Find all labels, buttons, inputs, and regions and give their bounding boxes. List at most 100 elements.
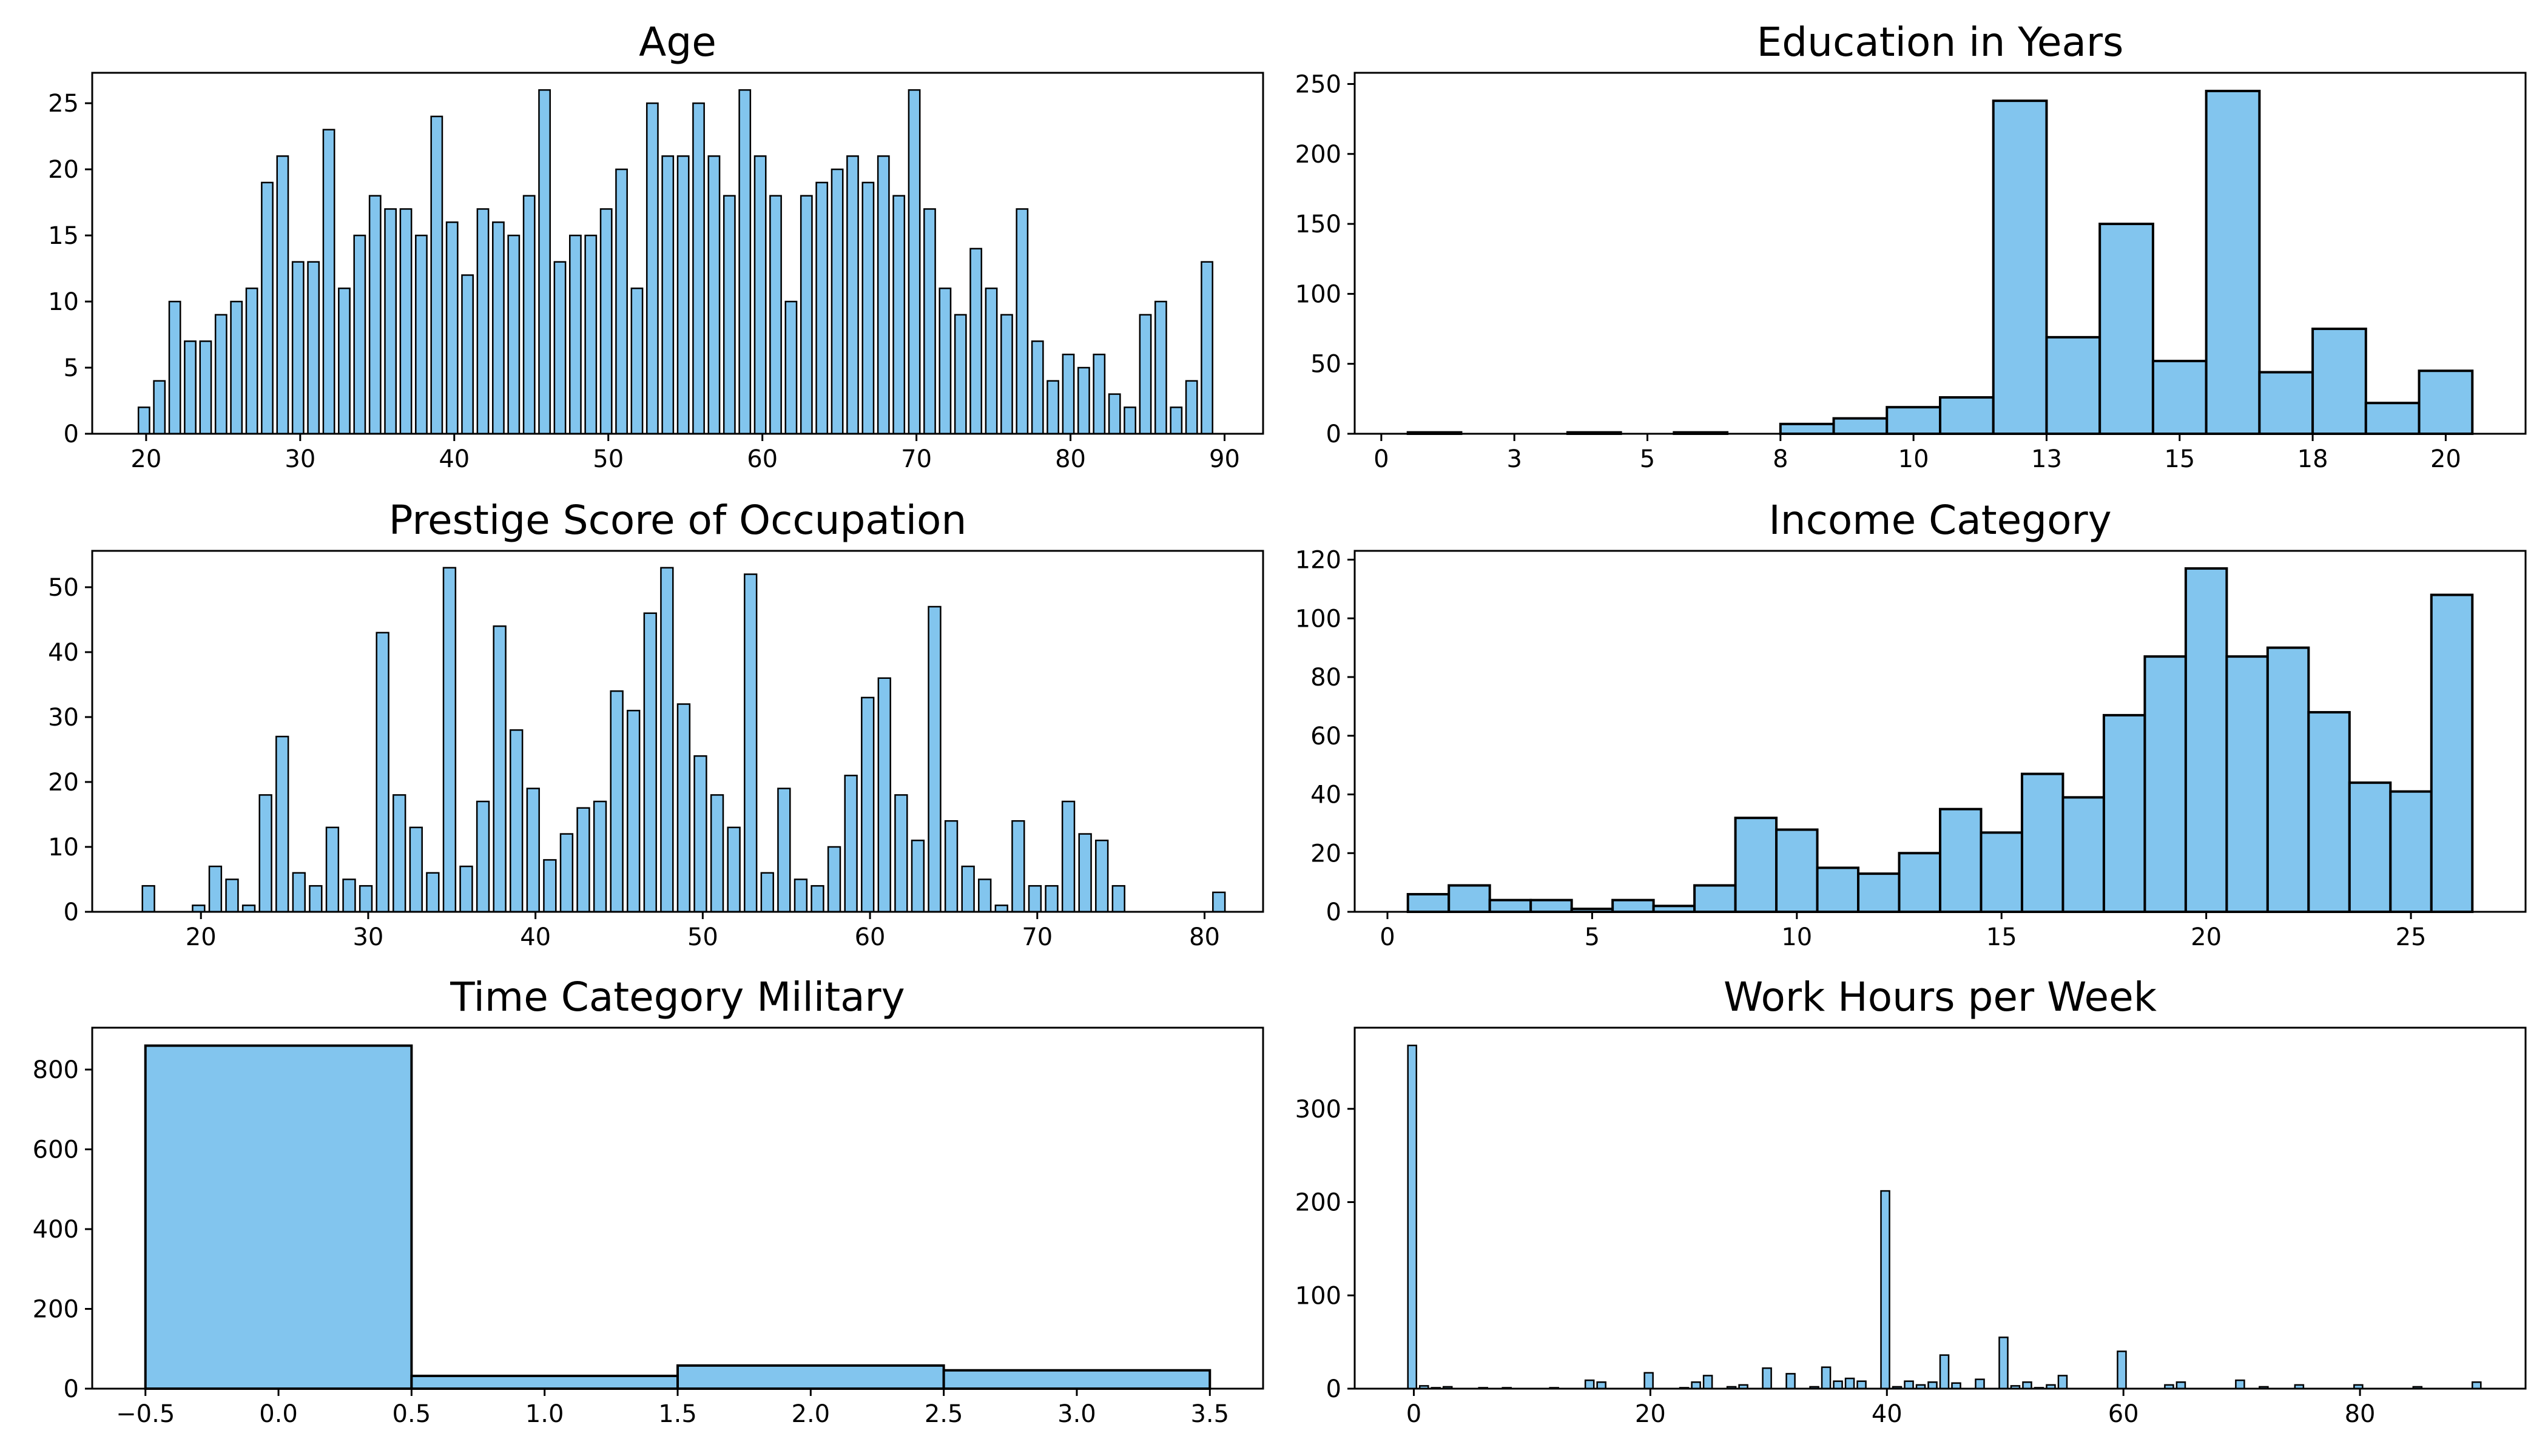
histogram-bar — [2307, 711, 2351, 913]
x-tick-label: 0.0 — [259, 1400, 298, 1428]
histogram-bar — [1185, 380, 1198, 435]
histogram-bar — [1844, 1377, 1855, 1390]
histogram-bar — [1734, 817, 1778, 913]
histogram-bar — [676, 703, 691, 913]
histogram-bar — [1061, 800, 1076, 913]
histogram-bar — [553, 261, 567, 435]
histogram-bar — [325, 826, 340, 913]
histogram-bar — [861, 696, 875, 913]
histogram-bar — [1095, 840, 1109, 913]
y-tick-label: 150 — [1295, 211, 1341, 238]
histogram-bar — [309, 885, 323, 913]
x-tick-label: 20 — [130, 445, 161, 473]
histogram-bar — [660, 567, 674, 913]
histogram-bar — [877, 677, 891, 913]
histogram-bar — [877, 155, 890, 435]
histogram-bar — [307, 261, 320, 435]
histogram-bar — [794, 878, 808, 913]
x-tick-label: 2.0 — [792, 1400, 831, 1428]
chart-title: Prestige Score of Occupation — [389, 497, 967, 544]
histogram-bar — [777, 787, 791, 913]
histogram-bar — [2430, 593, 2474, 913]
histogram-bar — [292, 872, 306, 913]
y-tick-label: 10 — [48, 288, 79, 316]
x-tick-label: 0 — [1406, 1400, 1421, 1428]
histogram-bar — [1832, 417, 1889, 435]
x-tick-label: 3.5 — [1190, 1400, 1229, 1428]
x-tick-label: 18 — [2297, 445, 2328, 473]
x-tick-label: −0.5 — [116, 1400, 175, 1428]
histogram-bar — [276, 155, 289, 435]
histogram-bar — [1170, 406, 1183, 435]
histogram-bar — [230, 300, 243, 435]
histogram-bar — [137, 406, 150, 435]
histogram-bar — [599, 208, 613, 435]
histogram-bar — [693, 755, 707, 913]
x-tick-label: 80 — [1189, 923, 1220, 951]
histogram-bar — [1998, 1336, 2009, 1390]
histogram-bar — [144, 1044, 413, 1390]
histogram-bar — [1000, 314, 1013, 435]
histogram-bar — [738, 89, 752, 435]
x-tick-label: 20 — [2430, 445, 2461, 473]
histogram-bar — [141, 885, 155, 913]
histogram-bar — [492, 221, 505, 435]
panel-prestige-score: Prestige Score of Occupation 20 30 40 50 60 70… — [48, 497, 1264, 951]
y-tick-label: 30 — [48, 704, 79, 732]
histogram-bar — [911, 840, 925, 913]
y-tick-label: 80 — [1310, 664, 1341, 692]
histogram-bar — [1078, 833, 1092, 913]
y-tick-label: 0 — [1326, 420, 1341, 448]
histogram-bar — [393, 794, 406, 913]
x-tick-label: 80 — [2345, 1400, 2376, 1428]
histogram-bar — [815, 181, 829, 435]
histogram-bar — [1775, 828, 1819, 914]
x-tick-label: 20 — [186, 923, 217, 951]
histogram-bar — [1691, 1381, 1701, 1390]
x-tick-label: 0.5 — [393, 1400, 431, 1428]
histogram-bar — [1139, 314, 1152, 435]
histogram-bar — [1611, 898, 1655, 913]
histogram-bar — [2045, 335, 2101, 435]
histogram-bar — [384, 208, 397, 435]
histogram-bar — [760, 872, 774, 913]
panel-age: Age 20 30 40 50 60 70 80 90 0 5 10 15 20 25 — [48, 19, 1264, 473]
histogram-bar — [1886, 406, 1941, 436]
y-tick-label: 0 — [64, 1375, 79, 1403]
histogram-bar — [2184, 567, 2228, 913]
x-tick-label: 3.0 — [1057, 1400, 1096, 1428]
histogram-bar — [630, 288, 644, 435]
histogram-bar — [707, 155, 721, 435]
histogram-bar — [2418, 369, 2474, 436]
histogram-bar — [1857, 872, 1901, 913]
y-tick-label: 15 — [48, 222, 79, 250]
histogram-bar — [1927, 1381, 1938, 1390]
histogram-bar — [526, 787, 540, 913]
x-tick-label: 20 — [1635, 1400, 1666, 1428]
histogram-bar — [2098, 223, 2154, 435]
histogram-bar — [1154, 300, 1167, 435]
y-tick-label: 0 — [64, 420, 79, 448]
histogram-bar — [692, 102, 705, 435]
panel-work-hours-per-week: Work Hours per Week 0 20 40 60 80 0 100 200 300 — [1295, 974, 2527, 1428]
x-tick-label: 25 — [2396, 923, 2427, 951]
histogram-bar — [2176, 1381, 2186, 1390]
y-tick-label: 60 — [1310, 723, 1341, 750]
histogram-bar — [2117, 1350, 2127, 1390]
plot-frame — [1353, 72, 2527, 435]
y-tick-label: 10 — [48, 834, 79, 861]
histogram-bar — [476, 800, 490, 913]
histogram-bar — [769, 195, 782, 435]
y-tick-label: 400 — [33, 1216, 79, 1244]
x-tick-label: 40 — [439, 445, 470, 473]
x-tick-label: 60 — [2108, 1400, 2139, 1428]
x-tick-label: 2.5 — [925, 1400, 963, 1428]
plot-frame — [1353, 1026, 2527, 1390]
histogram-bar — [2472, 1381, 2482, 1390]
histogram-bar — [2225, 655, 2269, 914]
x-tick-label: 30 — [352, 923, 383, 951]
histogram-bar — [2258, 371, 2314, 436]
histogram-bar — [954, 314, 967, 435]
histogram-bar — [2266, 646, 2310, 913]
